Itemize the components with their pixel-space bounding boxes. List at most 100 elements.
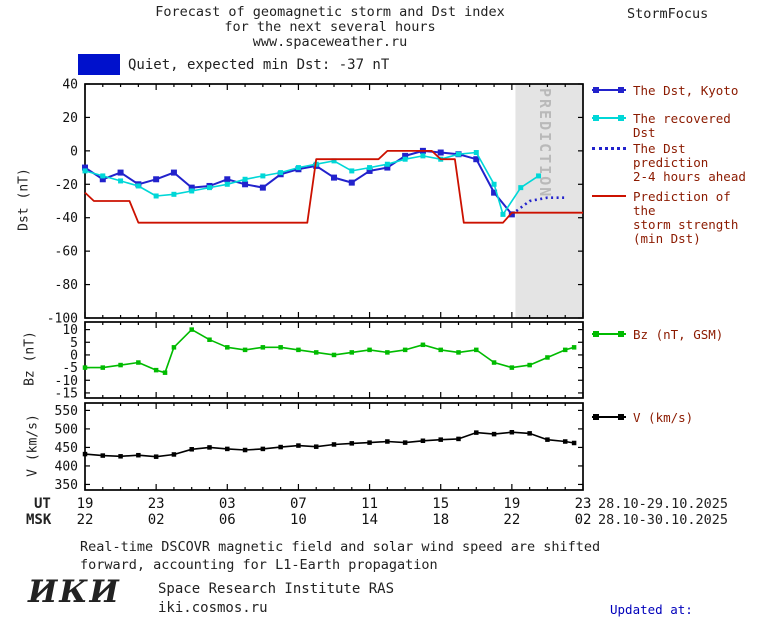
marker-the-recovered-dst: [100, 173, 106, 179]
marker-v-km-s: [225, 446, 230, 452]
msk-row-label: MSK: [26, 512, 52, 528]
dst-axis-label: Dst (nT): [16, 168, 32, 231]
y-tick-label: -60: [55, 245, 78, 260]
series-bz-nt-gsm: [85, 328, 575, 374]
marker-bz-nt-gsm: [509, 365, 515, 370]
legend-label-recovered: The recovered Dst: [633, 111, 731, 140]
marker-the-recovered-dst: [402, 156, 408, 162]
v-swatch-icon: [592, 413, 626, 422]
y-tick-label: 5: [70, 336, 78, 351]
ut-tick-label: 15: [432, 496, 449, 512]
legend-label-dst-kyoto: The Dst, Kyoto: [633, 83, 739, 98]
y-tick-label: -5: [62, 361, 78, 376]
legend-item-storm-prediction: Prediction of the storm strength (min Ds…: [592, 190, 760, 246]
marker-v-km-s: [385, 439, 390, 444]
marker-the-dst-kyoto: [259, 184, 266, 191]
marker-the-dst-kyoto: [348, 179, 355, 186]
msk-date-range: 28.10-30.10.2025: [598, 512, 729, 528]
dst-prediction-swatch-icon: [592, 144, 626, 153]
marker-bz-nt-gsm: [527, 362, 532, 368]
marker-v-km-s: [349, 441, 355, 446]
footnote: Real-time DSCOVR magnetic field and sola…: [80, 538, 600, 574]
storm-prediction-swatch-icon: [592, 192, 626, 201]
marker-v-km-s: [136, 452, 141, 458]
marker-bz-nt-gsm: [162, 370, 168, 375]
marker-v-km-s: [367, 440, 372, 445]
series-prediction-of-the-storm-strength-min-dst: [84, 149, 583, 224]
legend-label-storm: Prediction of the storm strength (min Ds…: [633, 190, 760, 246]
legend-prediction-line2: 2-4 hours ahead: [633, 169, 746, 184]
title-line-1: Forecast of geomagnetic storm and Dst in…: [155, 4, 505, 20]
ut-date-range: 28.10-29.10.2025: [598, 496, 729, 512]
y-tick-label: 400: [55, 459, 78, 474]
marker-the-recovered-dst: [491, 181, 497, 187]
y-tick-label: 40: [62, 78, 78, 93]
marker-the-dst-kyoto: [491, 189, 498, 196]
marker-v-km-s: [118, 454, 123, 459]
marker-v-km-s: [260, 446, 266, 452]
marker-v-km-s: [562, 439, 568, 444]
marker-bz-nt-gsm: [385, 350, 390, 355]
marker-the-recovered-dst: [367, 165, 373, 171]
marker-bz-nt-gsm: [171, 345, 177, 350]
marker-the-recovered-dst: [473, 150, 479, 156]
marker-bz-nt-gsm: [349, 350, 355, 355]
marker-the-recovered-dst: [118, 178, 124, 184]
series-v-km-s: [84, 431, 575, 458]
marker-the-recovered-dst: [456, 151, 461, 157]
marker-v-km-s: [527, 431, 532, 436]
legend-storm-line2: storm strength: [633, 217, 739, 232]
marker-the-dst-kyoto: [242, 181, 249, 188]
msk-tick-label: 22: [77, 512, 94, 528]
marker-the-recovered-dst: [171, 191, 177, 197]
ut-tick-label: 11: [361, 496, 378, 512]
marker-the-dst-kyoto: [153, 176, 160, 183]
brand-stormfocus: StormFocus: [627, 6, 709, 22]
msk-tick-label: 06: [219, 512, 236, 528]
marker-bz-nt-gsm: [118, 362, 123, 368]
marker-the-dst-kyoto: [508, 211, 515, 218]
y-tick-label: 500: [55, 422, 78, 437]
msk-tick-label: 22: [503, 512, 520, 528]
legend-item-prediction: The Dst prediction 2-4 hours ahead: [592, 142, 760, 184]
marker-the-recovered-dst: [500, 211, 506, 217]
marker-bz-nt-gsm: [313, 350, 319, 355]
legend-item-recovered: The recovered Dst: [592, 112, 760, 140]
marker-the-dst-kyoto: [384, 164, 391, 171]
marker-bz-nt-gsm: [367, 347, 372, 353]
marker-the-recovered-dst: [295, 165, 301, 171]
marker-v-km-s: [100, 453, 106, 458]
marker-bz-nt-gsm: [456, 350, 461, 355]
marker-the-dst-kyoto: [224, 176, 231, 183]
panel-border-bz: [84, 321, 584, 399]
marker-v-km-s: [171, 452, 177, 457]
marker-the-recovered-dst: [518, 185, 524, 191]
marker-the-recovered-dst: [207, 185, 212, 191]
panel-border-dst: [84, 83, 584, 319]
marker-v-km-s: [420, 438, 426, 444]
marker-bz-nt-gsm: [82, 365, 88, 370]
legend-item-bz: Bz (nT, GSM): [592, 328, 760, 342]
marker-v-km-s: [331, 442, 337, 447]
marker-v-km-s: [278, 444, 283, 450]
marker-the-recovered-dst: [536, 173, 542, 179]
msk-tick-label: 18: [432, 512, 449, 528]
ut-row-label: UT: [34, 496, 51, 512]
marker-the-recovered-dst: [82, 168, 88, 174]
status-color-box: [78, 54, 120, 75]
institute-block: Space Research Institute RAS iki.cosmos.…: [158, 580, 394, 618]
ut-tick-label: 03: [219, 496, 236, 512]
marker-the-dst-kyoto: [188, 184, 195, 191]
y-tick-label: -100: [47, 312, 78, 327]
marker-v-km-s: [571, 440, 577, 446]
y-tick-label: -15: [55, 386, 78, 401]
marker-v-km-s: [313, 444, 319, 449]
marker-bz-nt-gsm: [474, 347, 479, 353]
marker-v-km-s: [402, 440, 408, 445]
ut-tick-label: 23: [575, 496, 592, 512]
panel-border-v: [84, 402, 584, 491]
y-tick-label: 450: [55, 441, 78, 456]
ut-tick-label: 19: [503, 496, 520, 512]
marker-v-km-s: [509, 429, 515, 435]
